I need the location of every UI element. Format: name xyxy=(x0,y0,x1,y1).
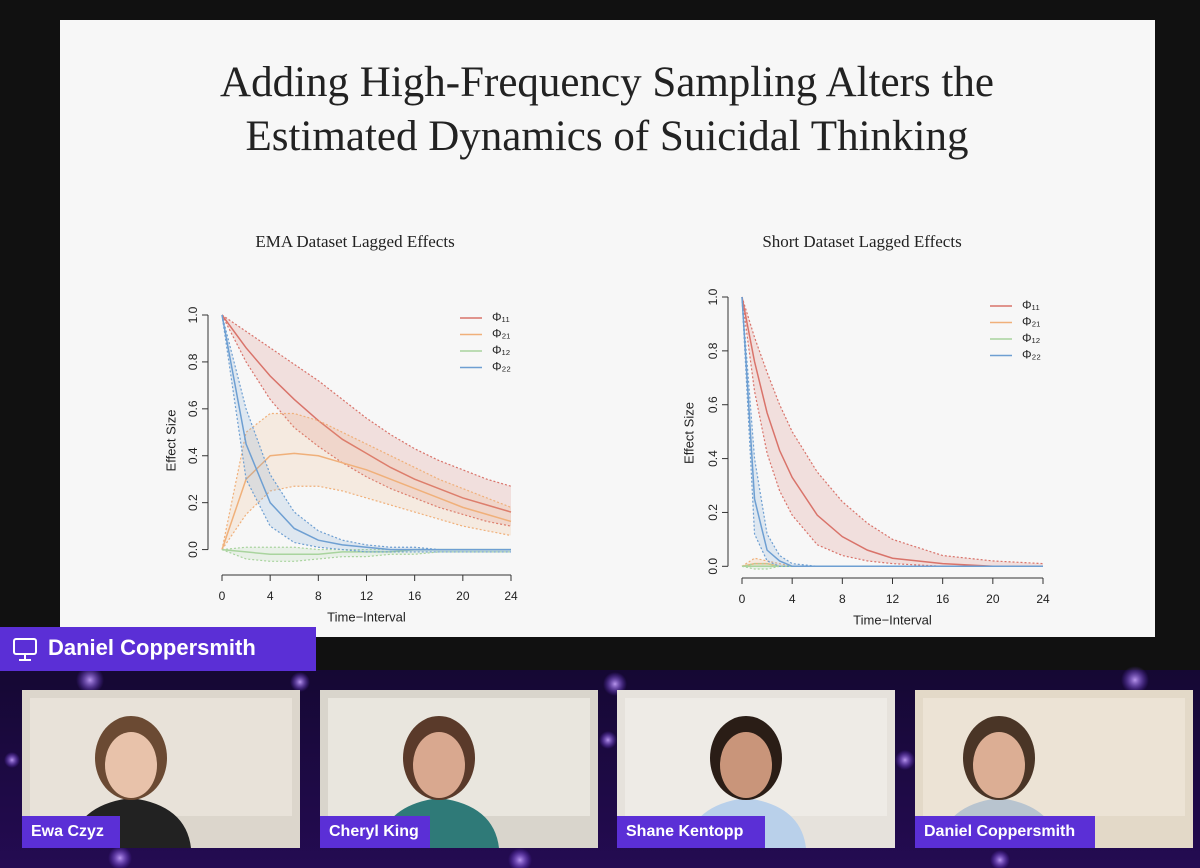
x-axis-label: Time−Interval xyxy=(853,612,932,627)
series-line xyxy=(741,296,1043,568)
legend-label: Φ₁₁ xyxy=(492,310,510,324)
y-axis-label: Effect Size xyxy=(163,410,178,472)
y-tick-label: 0.2 xyxy=(186,494,200,511)
confidence-band xyxy=(742,297,1043,567)
y-tick-label: 0.0 xyxy=(186,541,200,558)
slide-title: Adding High-Frequency Sampling Alters th… xyxy=(220,59,994,106)
presenter-badge xyxy=(0,627,316,671)
y-tick-label: 1.0 xyxy=(706,288,720,305)
name-badge xyxy=(22,816,120,848)
confidence-band xyxy=(742,558,1043,567)
slide-title: Estimated Dynamics of Suicidal Thinking xyxy=(246,113,969,160)
participant-name: Daniel Coppersmith xyxy=(924,823,1075,840)
participant-gallery: Ewa Czyz Cheryl King Shane Kentopp Daniel C… xyxy=(22,690,1193,848)
y-tick-label: 0.2 xyxy=(706,504,720,521)
series-line xyxy=(221,452,512,550)
y-tick-label: 0.6 xyxy=(186,400,200,417)
name-badge xyxy=(617,816,765,848)
series-line xyxy=(221,314,511,551)
band-edge xyxy=(741,296,1044,565)
chart: Short Dataset Lagged Effects 0.0 0.2 0.4 0.6… xyxy=(681,232,1050,628)
x-tick-label: 20 xyxy=(456,589,470,603)
video-wall xyxy=(923,698,1185,816)
participant-face xyxy=(413,732,465,798)
participant-face xyxy=(973,732,1025,798)
x-tick-label: 20 xyxy=(986,592,1000,606)
band-edge xyxy=(221,485,512,550)
participant-face xyxy=(105,732,157,798)
x-tick-label: 0 xyxy=(739,592,746,606)
chart-title: EMA Dataset Lagged Effects xyxy=(255,232,454,251)
x-tick-label: 16 xyxy=(936,592,950,606)
participant-name: Cheryl King xyxy=(329,823,419,840)
y-tick-label: 0.4 xyxy=(706,450,720,467)
x-tick-label: 4 xyxy=(267,589,274,603)
y-tick-label: 0.6 xyxy=(706,396,720,413)
presenter-label: Daniel Coppersmith xyxy=(0,627,316,671)
x-tick-label: 4 xyxy=(789,592,796,606)
legend-label: Φ₂₁ xyxy=(492,327,510,341)
x-tick-label: 8 xyxy=(315,589,322,603)
presenter-name: Daniel Coppersmith xyxy=(48,635,256,660)
x-tick-label: 16 xyxy=(408,589,422,603)
legend-label: Φ₂₁ xyxy=(1022,315,1040,329)
x-tick-label: 12 xyxy=(886,592,900,606)
legend-label: Φ₁₂ xyxy=(1022,331,1041,345)
legend-label: Φ₁₁ xyxy=(1022,298,1040,312)
legend-label: Φ₂₂ xyxy=(492,360,511,374)
bokeh xyxy=(4,666,1149,868)
legend-label: Φ₁₂ xyxy=(492,343,511,357)
band-edge xyxy=(221,412,512,550)
x-tick-label: 24 xyxy=(1036,592,1050,606)
participant-face xyxy=(720,732,772,798)
x-tick-label: 0 xyxy=(219,589,226,603)
chart: EMA Dataset Lagged Effects 0.0 0.2 0.4 0.6 0.… xyxy=(163,232,518,625)
y-axis-label: Effect Size xyxy=(681,402,696,464)
x-axis-label: Time−Interval xyxy=(327,609,406,624)
band-edge xyxy=(221,314,512,527)
series-line xyxy=(741,296,1043,568)
name-badge xyxy=(915,816,1095,848)
y-tick-label: 1.0 xyxy=(186,306,200,323)
y-tick-label: 0.8 xyxy=(706,342,720,359)
participant-name: Ewa Czyz xyxy=(31,823,104,840)
x-tick-label: 24 xyxy=(504,589,518,603)
confidence-band xyxy=(222,315,511,527)
participant-name: Shane Kentopp xyxy=(626,823,744,840)
confidence-band xyxy=(222,413,511,550)
name-badge xyxy=(320,816,430,848)
y-tick-label: 0.0 xyxy=(706,558,720,575)
y-tick-label: 0.8 xyxy=(186,353,200,370)
x-tick-label: 8 xyxy=(839,592,846,606)
legend-label: Φ₂₂ xyxy=(1022,348,1041,362)
band-edge xyxy=(221,314,512,487)
x-tick-label: 12 xyxy=(360,589,374,603)
band-edge xyxy=(221,314,511,553)
chart-title: Short Dataset Lagged Effects xyxy=(762,232,961,251)
y-tick-label: 0.4 xyxy=(186,447,200,464)
series-line xyxy=(221,314,512,513)
confidence-band xyxy=(222,547,511,562)
